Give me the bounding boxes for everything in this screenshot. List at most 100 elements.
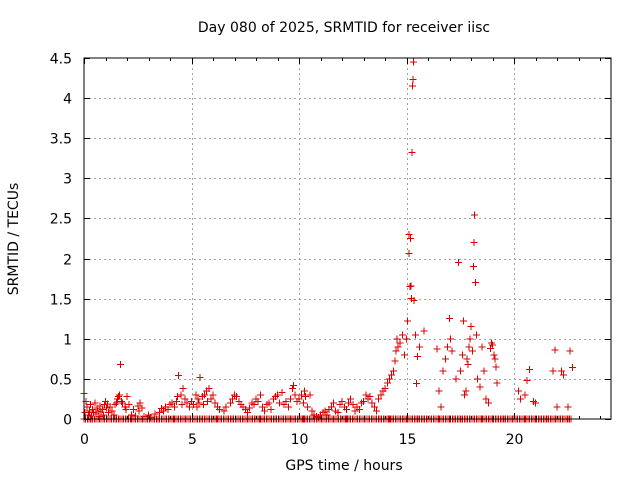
data-point [220,407,228,415]
data-point [345,399,353,407]
data-point [168,399,176,407]
data-point [334,409,342,417]
data-point [416,343,424,351]
data-point [462,387,470,395]
data-point [489,341,497,349]
data-point [560,371,568,379]
data-point [195,399,203,407]
data-point [192,391,200,399]
data-point [403,335,411,343]
data-point [447,335,455,343]
data-point [523,376,531,384]
data-point [228,395,236,403]
data-point [103,404,111,412]
data-point [521,391,529,399]
data-point [405,230,413,238]
data-point [420,327,428,335]
y-tick-label: 4 [63,92,72,108]
data-point [330,399,338,407]
data-point [306,391,314,399]
data-point [129,405,137,413]
y-tick-label: 1.5 [50,293,72,309]
data-point [123,393,131,401]
data-point [408,149,416,157]
plot-frame [83,57,612,420]
x-tick-label: 10 [291,432,309,448]
data-points [80,58,576,423]
data-point [469,263,477,271]
data-point [291,391,299,399]
data-point [289,385,297,393]
data-point [174,393,182,401]
x-tick-label: 5 [188,432,197,448]
data-point [114,393,122,401]
data-point [200,391,208,399]
data-point [564,403,572,411]
data-point [444,343,452,351]
data-point [515,387,523,395]
data-point [175,372,183,380]
data-point [366,393,374,401]
data-point [86,401,94,409]
data-point [452,375,460,383]
data-point [122,405,130,413]
data-point [381,385,389,393]
data-point [493,379,501,387]
data-point [250,401,258,409]
data-point [300,387,308,395]
data-point [327,403,335,411]
data-point [160,407,168,415]
y-tick-label: 4.5 [50,52,72,68]
data-point [407,282,415,290]
data-point [286,395,294,403]
y-tick-label: 1 [63,333,72,349]
axis-ticks [84,58,611,420]
x-axis-label: GPS time / hours [285,458,402,474]
data-point [480,367,488,375]
data-point [84,411,92,419]
data-point [261,407,269,415]
data-point [465,343,473,351]
grid [84,58,611,419]
data-point [108,407,116,415]
data-point [302,393,310,401]
data-point [243,409,251,417]
data-point [179,385,187,393]
data-point [321,407,329,415]
data-point [393,335,401,343]
x-tick-label: 20 [506,432,524,448]
data-point [437,403,445,411]
y-axis-label: SRMTID / TECUs [6,183,22,296]
data-point [476,383,484,391]
data-point [525,365,533,373]
data-point [370,403,378,411]
data-point [460,317,468,325]
data-point [532,399,540,407]
data-point [85,407,93,415]
data-point [396,339,404,347]
chart-title: Day 080 of 2025, SRMTID for receiver iis… [198,20,490,36]
data-point [433,345,441,353]
data-point [492,363,500,371]
data-point [342,405,350,413]
data-point [467,323,475,331]
data-point [446,315,454,323]
data-point [391,357,399,365]
data-point [553,403,561,411]
data-point [196,373,204,381]
y-tick-labels: 0 0.5 1 1.5 2 2.5 3 3.5 4 4.5 [50,52,72,429]
data-point [290,381,298,389]
data-point [138,404,146,412]
data-point [181,395,189,403]
y-tick-label: 0.5 [50,373,72,389]
data-point [118,397,126,405]
data-point [112,399,120,407]
data-point [254,397,262,405]
x-tick-label: 0 [80,432,89,448]
data-point [464,360,472,368]
data-point [409,76,417,84]
data-point [407,235,415,242]
data-point [435,387,443,395]
data-point [398,331,406,339]
data-point [392,347,400,355]
